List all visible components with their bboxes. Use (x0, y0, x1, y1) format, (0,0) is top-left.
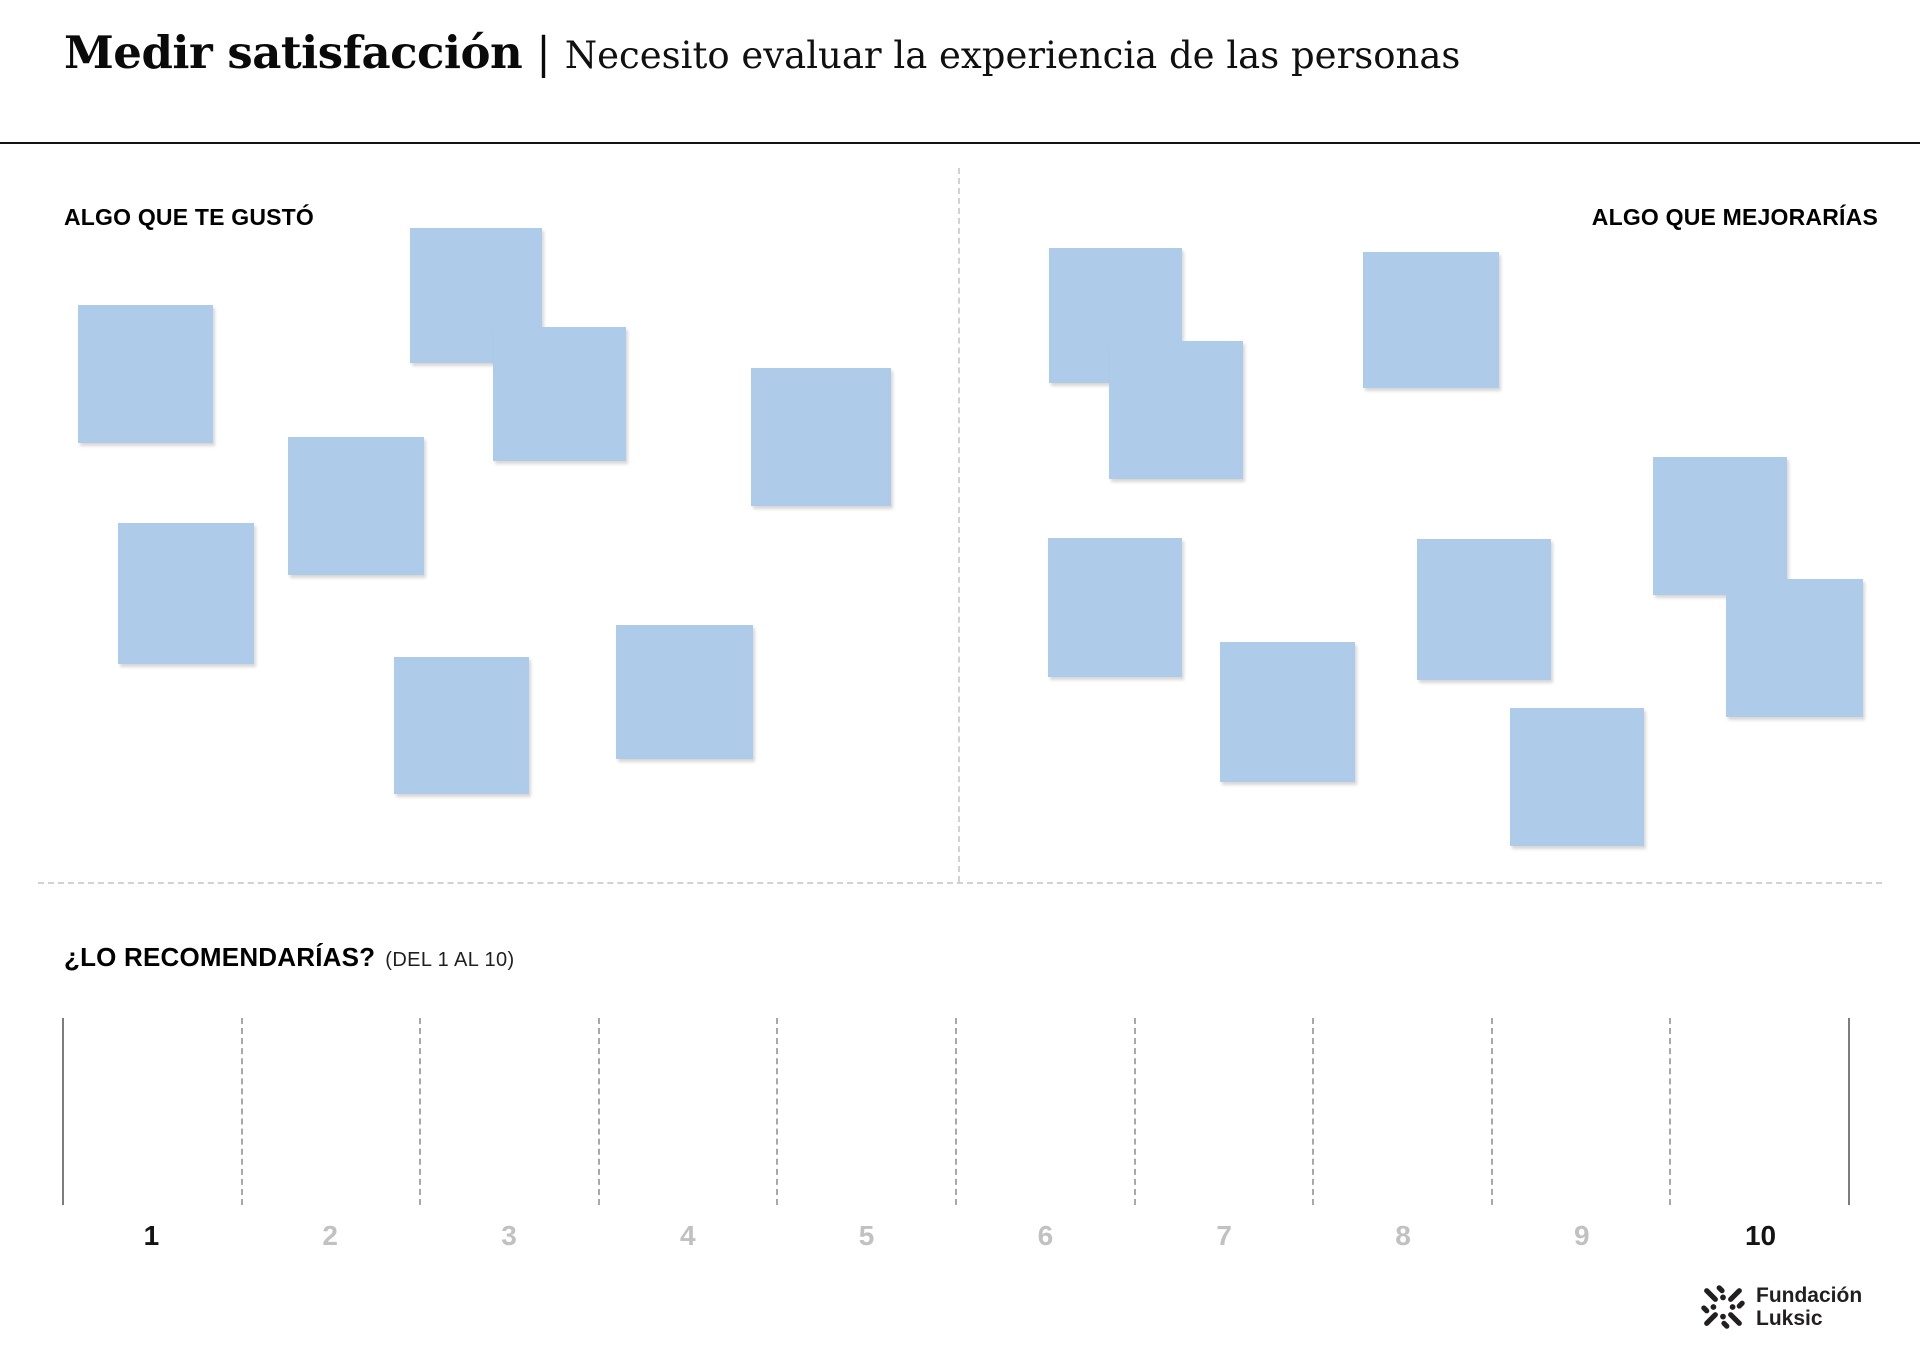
scale-number-10: 10 (1744, 1220, 1777, 1251)
sticky-note[interactable] (751, 368, 891, 506)
brand-name: Fundación Luksic (1756, 1284, 1862, 1330)
scale-number-3: 3 (501, 1220, 517, 1251)
brand-line-2: Luksic (1756, 1307, 1823, 1330)
recommendation-question: ¿LO RECOMENDARÍAS? (DEL 1 AL 10) (64, 942, 515, 973)
panel-bottom-divider (38, 882, 1882, 884)
scale-cell-2[interactable] (240, 1018, 420, 1205)
sticky-note[interactable] (1048, 538, 1182, 677)
right-panel-label: ALGO QUE MEJORARÍAS (1591, 204, 1878, 230)
title-separator: | (536, 29, 551, 79)
scale-number-5: 5 (858, 1220, 875, 1251)
sticky-note[interactable] (118, 523, 254, 664)
scale-cell-1[interactable] (62, 1018, 241, 1205)
sticky-note[interactable] (394, 657, 529, 794)
panel-vertical-divider (958, 168, 960, 882)
sticky-note[interactable] (1653, 457, 1787, 595)
scale-cell-5[interactable] (776, 1018, 955, 1205)
scale-cell-9[interactable] (1490, 1018, 1670, 1205)
question-hint: (DEL 1 AL 10) (385, 949, 515, 971)
scale-number-8: 8 (1395, 1220, 1411, 1251)
scale-cell-8[interactable] (1312, 1018, 1491, 1205)
sticky-note[interactable] (616, 625, 753, 759)
fundacion-luksic-logo-icon (1701, 1285, 1745, 1329)
page-subtitle: Necesito evaluar la experiencia de las p… (564, 34, 1461, 77)
sticky-note[interactable] (1109, 341, 1243, 479)
scale-cell-6[interactable] (954, 1018, 1134, 1205)
scale-number-9: 9 (1573, 1220, 1590, 1251)
question-text: ¿LO RECOMENDARÍAS? (64, 942, 376, 972)
header-rule (0, 142, 1920, 144)
page-header: Medir satisfacción | Necesito evaluar la… (64, 26, 1460, 79)
left-panel-label: ALGO QUE TE GUSTÓ (64, 204, 315, 230)
sticky-note[interactable] (1220, 642, 1355, 782)
brand-line-1: Fundación (1756, 1284, 1863, 1307)
scale-number-row: 1 2 3 4 5 6 7 8 9 10 (62, 1220, 1850, 1252)
scale-number-6: 6 (1037, 1220, 1054, 1251)
scale-number-7: 7 (1216, 1220, 1232, 1251)
scale-cell-10[interactable] (1669, 1018, 1848, 1205)
brand-footer: Fundación Luksic (1700, 1284, 1862, 1330)
sticky-note[interactable] (1363, 252, 1499, 388)
scale-cell-4[interactable] (597, 1018, 777, 1205)
recommendation-scale (62, 1018, 1850, 1205)
sticky-note[interactable] (493, 327, 626, 461)
scale-cell-3[interactable] (419, 1018, 598, 1205)
scale-number-4: 4 (680, 1220, 696, 1251)
sticky-note[interactable] (78, 305, 213, 443)
page-title: Medir satisfacción (64, 26, 523, 79)
sticky-note[interactable] (288, 437, 424, 575)
sticky-note[interactable] (1726, 579, 1863, 717)
scale-number-1: 1 (143, 1220, 160, 1251)
scale-cell-7[interactable] (1133, 1018, 1313, 1205)
sticky-note[interactable] (1510, 708, 1644, 846)
scale-number-2: 2 (322, 1220, 338, 1251)
sticky-note[interactable] (1417, 539, 1551, 680)
